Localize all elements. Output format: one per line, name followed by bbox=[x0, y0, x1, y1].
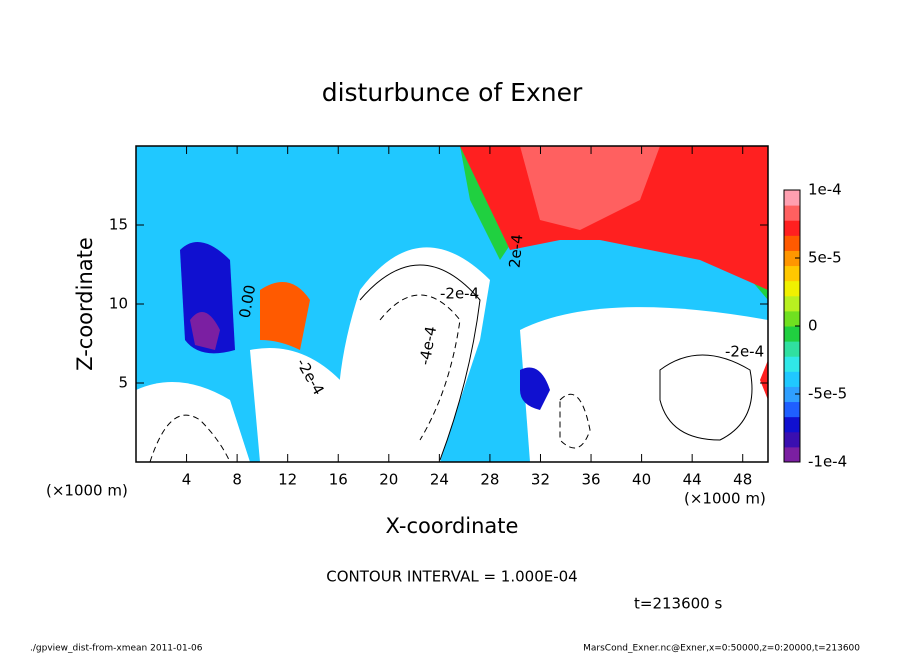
colorbar-segment bbox=[784, 371, 800, 387]
footer-left: ./gpview_dist-from-xmean 2011-01-06 bbox=[30, 644, 203, 654]
colorbar-tick-label: -1e-4 bbox=[808, 453, 847, 471]
contour-label: -2e-4 bbox=[725, 343, 764, 361]
colorbar-segment bbox=[784, 310, 800, 327]
contour-label: -2e-4 bbox=[440, 285, 479, 303]
contour-label: 2e-4 bbox=[506, 234, 527, 269]
footer-right: MarsCond_Exner.nc@Exner,x=0:50000,z=0:20… bbox=[583, 644, 860, 654]
y-tick-label: 15 bbox=[109, 216, 128, 234]
x-tick-label: 24 bbox=[430, 471, 449, 489]
x-tick-label: 32 bbox=[531, 471, 550, 489]
colorbar-segment bbox=[784, 295, 800, 312]
colorbar-segment bbox=[784, 235, 800, 251]
x-tick-label: 44 bbox=[683, 471, 702, 489]
y-tick-label: 5 bbox=[118, 374, 128, 392]
colorbar-segment bbox=[784, 416, 800, 433]
x-tick-label: 36 bbox=[581, 471, 600, 489]
colorbar-segment bbox=[784, 280, 800, 297]
colorbar-tick-label: -5e-5 bbox=[808, 385, 847, 403]
contour-interval: CONTOUR INTERVAL = 1.000E-04 bbox=[326, 568, 577, 586]
x-tick-label: 48 bbox=[733, 471, 752, 489]
x-tick-label: 40 bbox=[632, 471, 651, 489]
y-axis-label: Z-coordinate bbox=[73, 237, 97, 371]
colorbar-segment bbox=[784, 205, 800, 221]
colorbar-segment bbox=[784, 386, 800, 403]
colorbar-segment bbox=[784, 250, 800, 267]
colorbar-segment bbox=[784, 265, 800, 282]
y-tick-label: 10 bbox=[109, 295, 128, 313]
x-unit: (×1000 m) bbox=[46, 482, 128, 500]
x-tick-label: 20 bbox=[379, 471, 398, 489]
colorbar-segment bbox=[784, 446, 800, 463]
x-unit: (×1000 m) bbox=[684, 490, 766, 508]
x-tick-label: 12 bbox=[278, 471, 297, 489]
colorbar-segment bbox=[784, 220, 800, 236]
colorbar-segment bbox=[784, 190, 800, 206]
contour-field bbox=[136, 146, 768, 462]
colorbar-segment bbox=[784, 341, 800, 357]
colorbar-segment bbox=[784, 401, 800, 418]
colorbar-tick-label: 5e-5 bbox=[808, 249, 842, 267]
contour-lines bbox=[149, 264, 753, 462]
colorbar-segment bbox=[784, 356, 800, 372]
colorbar-segment bbox=[784, 431, 800, 448]
x-tick-label: 4 bbox=[182, 471, 192, 489]
colorbar-tick-label: 0 bbox=[808, 317, 818, 335]
x-tick-label: 28 bbox=[480, 471, 499, 489]
x-tick-label: 16 bbox=[329, 471, 348, 489]
x-axis-label: X-coordinate bbox=[386, 514, 519, 538]
chart-title: disturbunce of Exner bbox=[322, 78, 583, 107]
contour-label: 0.00 bbox=[236, 283, 260, 319]
x-tick-label: 8 bbox=[232, 471, 242, 489]
colorbar-segment bbox=[784, 326, 800, 342]
time-label: t=213600 s bbox=[634, 595, 722, 613]
colorbar-tick-label: 1e-4 bbox=[808, 181, 842, 199]
